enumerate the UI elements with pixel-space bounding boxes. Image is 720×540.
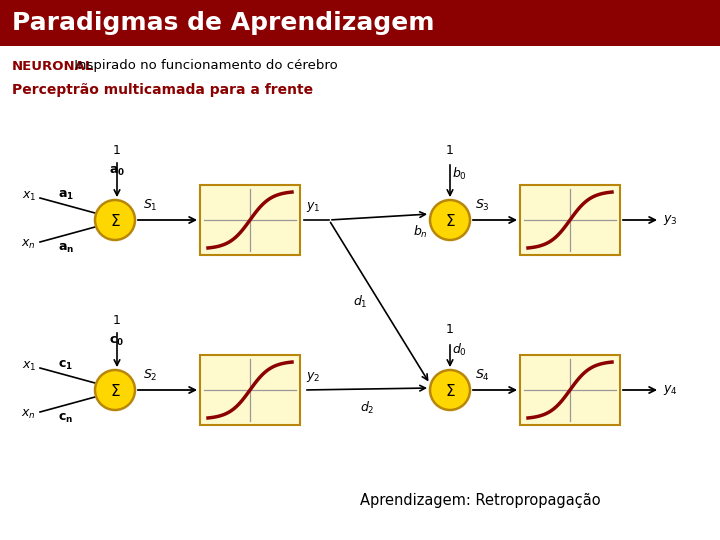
Text: 1: 1	[113, 144, 121, 157]
Text: 1: 1	[446, 144, 454, 157]
Text: $x_1$: $x_1$	[22, 190, 36, 202]
Text: $b_0$: $b_0$	[452, 166, 467, 182]
Bar	[200, 185, 300, 255]
Text: 1: 1	[446, 323, 454, 336]
Bar	[520, 185, 620, 255]
Ellipse shape	[95, 200, 135, 240]
Text: $d_1$: $d_1$	[353, 294, 367, 310]
Bar	[200, 355, 300, 425]
Text: 1: 1	[113, 314, 121, 327]
Text: $x_n$: $x_n$	[22, 238, 36, 251]
Text: $y_4$: $y_4$	[663, 383, 678, 397]
Text: $\mathbf{a_0}$: $\mathbf{a_0}$	[109, 165, 125, 178]
Text: NEURONAL: NEURONAL	[12, 59, 94, 72]
Text: $y_3$: $y_3$	[663, 213, 678, 227]
Text: $\mathbf{a_n}$: $\mathbf{a_n}$	[58, 242, 74, 255]
Ellipse shape	[430, 370, 470, 410]
Text: $\Sigma$: $\Sigma$	[109, 213, 120, 229]
Text: Aprendizagem: Retropropagação: Aprendizagem: Retropropagação	[360, 492, 600, 508]
Text: $\mathbf{c_n}$: $\mathbf{c_n}$	[58, 412, 73, 425]
Text: Inspirado no funcionamento do cérebro: Inspirado no funcionamento do cérebro	[70, 59, 338, 72]
Text: Perceptrão multicamada para a frente: Perceptrão multicamada para a frente	[12, 83, 313, 97]
Text: $\mathbf{c_1}$: $\mathbf{c_1}$	[58, 359, 73, 372]
Text: $x_1$: $x_1$	[22, 360, 36, 373]
Text: $S_3$: $S_3$	[475, 198, 490, 213]
Text: $\Sigma$: $\Sigma$	[109, 383, 120, 399]
Bar	[0, 0, 720, 46]
Text: $S_4$: $S_4$	[475, 368, 490, 383]
Text: $d_0$: $d_0$	[452, 342, 467, 358]
Text: $y_2$: $y_2$	[306, 370, 320, 384]
Text: $\Sigma$: $\Sigma$	[445, 213, 455, 229]
Text: $x_n$: $x_n$	[22, 408, 36, 421]
Text: $y_1$: $y_1$	[306, 200, 320, 214]
Bar	[520, 355, 620, 425]
Ellipse shape	[430, 200, 470, 240]
Text: $S_2$: $S_2$	[143, 368, 158, 383]
Text: $d_2$: $d_2$	[360, 400, 374, 416]
Ellipse shape	[95, 370, 135, 410]
Text: Paradigmas de Aprendizagem: Paradigmas de Aprendizagem	[12, 11, 434, 35]
Text: $\mathbf{a_1}$: $\mathbf{a_1}$	[58, 189, 74, 202]
Text: $\mathbf{c_0}$: $\mathbf{c_0}$	[109, 335, 125, 348]
Text: $b_n$: $b_n$	[413, 224, 428, 240]
Text: $\Sigma$: $\Sigma$	[445, 383, 455, 399]
Text: $S_1$: $S_1$	[143, 198, 158, 213]
